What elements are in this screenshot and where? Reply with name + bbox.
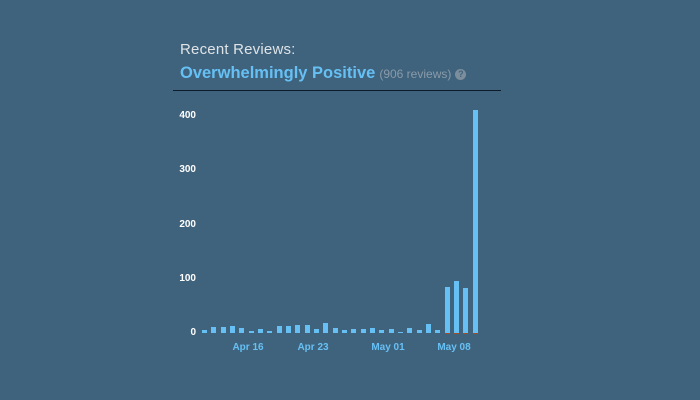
positive-review-bar[interactable]: [211, 327, 217, 333]
positive-review-bar[interactable]: [323, 322, 329, 333]
positive-review-bar[interactable]: [369, 328, 375, 333]
positive-review-bar[interactable]: [416, 330, 422, 333]
positive-review-bar[interactable]: [435, 329, 441, 333]
x-axis-date-label: Apr 23: [297, 342, 329, 353]
positive-review-bar[interactable]: [202, 330, 207, 333]
negative-review-bar[interactable]: [453, 333, 459, 335]
negative-review-bar[interactable]: [444, 333, 450, 335]
header-divider: [173, 90, 501, 91]
y-axis-tick-label: 100: [179, 272, 196, 284]
positive-review-bar[interactable]: [332, 328, 338, 333]
positive-review-bar[interactable]: [313, 329, 319, 333]
review-summary[interactable]: Overwhelmingly Positive: [180, 64, 376, 82]
positive-review-bar[interactable]: [388, 328, 394, 333]
negative-review-bar[interactable]: [472, 333, 478, 335]
positive-review-bar[interactable]: [379, 329, 385, 333]
review-header: Recent Reviews: Overwhelmingly Positive …: [180, 41, 467, 83]
positive-review-bar[interactable]: [341, 330, 347, 333]
positive-review-bar[interactable]: [295, 324, 301, 333]
help-question-icon[interactable]: ?: [455, 69, 467, 80]
positive-review-bar[interactable]: [267, 331, 273, 333]
x-axis-date-label: May 08: [437, 342, 471, 353]
review-summary-row: Overwhelmingly Positive (906 reviews) ?: [180, 64, 467, 83]
positive-review-bar[interactable]: [285, 326, 291, 333]
x-axis-date-label: May 01: [371, 342, 405, 353]
positive-review-bar[interactable]: [360, 329, 366, 333]
positive-review-bar[interactable]: [425, 323, 431, 333]
positive-review-bar[interactable]: [453, 280, 459, 333]
y-axis-tick-label: 200: [179, 218, 196, 230]
positive-review-bar[interactable]: [248, 331, 254, 333]
y-axis-tick-label: 400: [179, 110, 196, 121]
positive-review-bar[interactable]: [220, 327, 226, 333]
recent-reviews-title: Recent Reviews:: [180, 41, 296, 58]
positive-review-bar[interactable]: [239, 328, 245, 333]
negative-review-bar[interactable]: [463, 333, 469, 335]
positive-review-bar[interactable]: [351, 328, 357, 333]
positive-review-bar[interactable]: [444, 286, 450, 333]
positive-review-bar[interactable]: [463, 287, 469, 333]
positive-review-bar[interactable]: [472, 110, 478, 333]
positive-review-bar[interactable]: [276, 326, 282, 333]
y-axis-tick-label: 0: [190, 327, 196, 338]
positive-review-bar[interactable]: [229, 326, 235, 333]
positive-review-bar[interactable]: [407, 327, 413, 333]
positive-review-bar[interactable]: [257, 329, 263, 333]
y-axis-tick-label: 300: [179, 164, 196, 176]
positive-review-bar[interactable]: [397, 331, 403, 333]
review-count: (906 reviews): [379, 67, 452, 81]
positive-review-bar[interactable]: [304, 324, 310, 333]
x-axis-date-label: Apr 16: [232, 342, 264, 353]
